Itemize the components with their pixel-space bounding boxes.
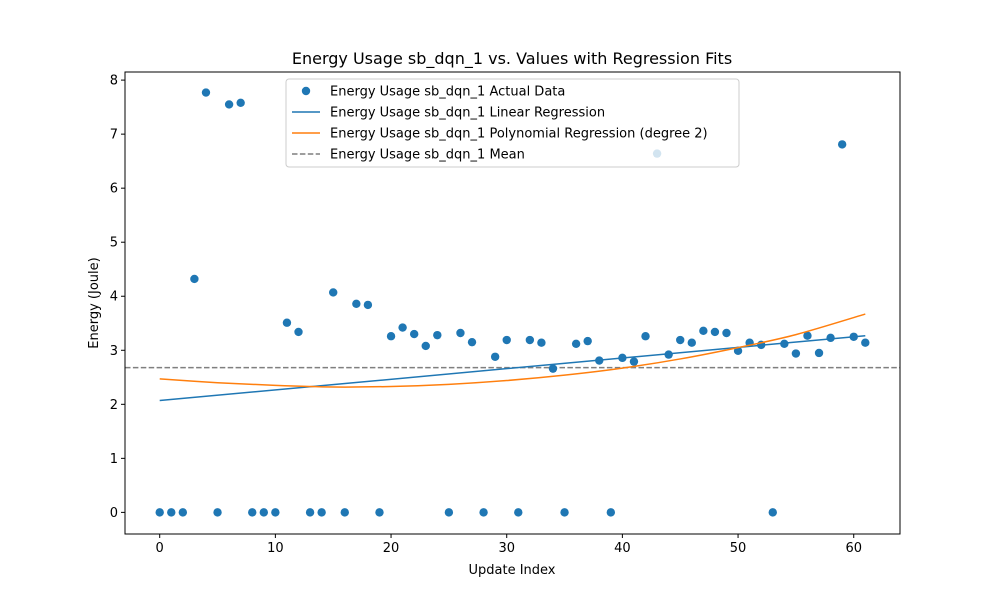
legend: Energy Usage sb_dqn_1 Actual Data Energy … (285, 78, 740, 168)
scatter-point (433, 330, 442, 340)
y-tick-label: 0 (110, 506, 118, 521)
scatter-point (444, 508, 454, 517)
legend-label: Energy Usage sb_dqn_1 Actual Data (330, 85, 565, 100)
scatter-point (340, 508, 349, 517)
scatter-point (421, 341, 430, 351)
scatter-point (167, 508, 176, 517)
scatter-point (282, 318, 292, 327)
scatter-point (687, 338, 696, 347)
x-axis: 0 10 20 30 40 50 60 (156, 534, 862, 556)
scatter-point (664, 350, 673, 359)
y-tick-label: 3 (110, 344, 118, 359)
scatter-point (213, 508, 222, 517)
legend-marker-actual-data (301, 86, 311, 96)
scatter-point (525, 335, 535, 345)
scatter-point (641, 332, 650, 341)
scatter-point (363, 300, 373, 310)
y-tick-label: 8 (110, 74, 118, 89)
x-tick-label: 10 (267, 541, 284, 556)
scatter-point (699, 326, 708, 336)
scatter-point (490, 352, 500, 361)
x-tick-label: 40 (614, 541, 631, 556)
scatter-point (236, 98, 245, 108)
y-axis: 0 1 2 3 4 5 6 7 8 (110, 74, 125, 521)
y-tick-label: 6 (110, 182, 118, 197)
scatter-point (629, 357, 639, 366)
scatter-point (352, 299, 361, 309)
scatter-point (548, 364, 558, 373)
scatter-point (571, 339, 581, 348)
legend-label: Energy Usage sb_dqn_1 Linear Regression (330, 106, 605, 121)
scatter-point (537, 338, 546, 347)
scatter-point (409, 329, 419, 339)
linear-regression-line (159, 334, 866, 402)
scatter-point (398, 323, 407, 332)
scatter-point (271, 508, 280, 517)
scatter-point (294, 327, 303, 337)
legend-label: Energy Usage sb_dqn_1 Polynomial Regress… (330, 127, 708, 142)
x-axis-label: Update Index (468, 563, 555, 578)
x-tick-label: 30 (498, 541, 515, 556)
scatter-point (190, 274, 199, 284)
scatter-point (375, 508, 384, 517)
scatter-point (317, 508, 326, 517)
scatter-point (861, 338, 870, 347)
chart-title: Energy Usage sb_dqn_1 vs. Values with Re… (292, 49, 732, 69)
scatter-point (606, 508, 616, 517)
scatter-point (224, 100, 234, 109)
scatter-point (201, 88, 211, 97)
y-axis-label: Energy (Joule) (87, 257, 102, 348)
legend-frame (285, 78, 740, 168)
scatter-point (826, 333, 835, 343)
x-tick-label: 60 (845, 541, 862, 556)
scatter-point (329, 288, 338, 297)
scatter-point (710, 327, 720, 337)
scatter-point (722, 328, 731, 338)
scatter-point (791, 349, 801, 358)
scatter-point (502, 335, 511, 345)
plot-frame (124, 71, 901, 535)
scatter-point (560, 508, 569, 517)
scatter-point (259, 508, 269, 517)
y-tick-label: 1 (110, 452, 118, 467)
polynomial-regression-line (159, 313, 866, 388)
scatter-point (768, 508, 777, 517)
scatter-point (456, 328, 465, 338)
y-tick-label: 2 (110, 398, 118, 413)
scatter-point (803, 331, 812, 340)
y-tick-label: 5 (110, 236, 118, 251)
scatter-point (676, 335, 685, 345)
scatter-point (514, 508, 523, 517)
y-tick-label: 7 (110, 128, 118, 143)
scatter-point (155, 508, 164, 517)
y-tick-label: 4 (110, 290, 118, 305)
legend-label: Energy Usage sb_dqn_1 Mean (330, 148, 525, 163)
scatter-point (178, 508, 188, 517)
scatter-point (837, 140, 847, 149)
scatter-point (814, 348, 824, 358)
scatter-point (583, 336, 592, 346)
x-tick-label: 50 (730, 541, 747, 556)
x-tick-label: 0 (156, 541, 164, 556)
scatter-point (305, 508, 315, 517)
scatter-point (479, 508, 488, 517)
scatter-point (248, 508, 257, 517)
scatter-point (386, 332, 396, 341)
data-layer (125, 88, 900, 517)
scatter-point (467, 337, 477, 347)
x-tick-label: 20 (383, 541, 400, 556)
